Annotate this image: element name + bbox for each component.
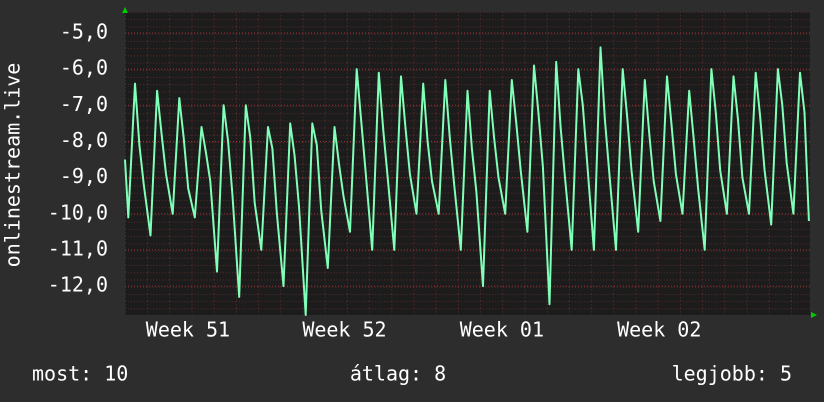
x-tick-label: Week 02 [617, 318, 701, 342]
axis-arrow [122, 7, 128, 13]
footer-average: átlag: 8 [350, 362, 446, 386]
y-tick-label: -12,0 [48, 273, 108, 297]
y-tick-label: -10,0 [48, 200, 108, 224]
footer-best: legjobb: 5 [672, 362, 792, 386]
data-line [124, 46, 810, 316]
y-tick-label: -8,0 [60, 128, 108, 152]
y-tick-label: -11,0 [48, 236, 108, 260]
y-tick-label: -7,0 [60, 92, 108, 116]
footer-current: most: 10 [32, 362, 128, 386]
y-axis-label: onlinestream.live [1, 63, 25, 268]
y-tick-label: -5,0 [60, 19, 108, 43]
x-tick-label: Week 51 [146, 318, 230, 342]
x-tick-label: Week 52 [302, 318, 386, 342]
y-tick-label: -9,0 [60, 164, 108, 188]
y-tick-label: -6,0 [60, 56, 108, 80]
x-tick-label: Week 01 [460, 318, 544, 342]
axis-arrow [811, 312, 817, 318]
